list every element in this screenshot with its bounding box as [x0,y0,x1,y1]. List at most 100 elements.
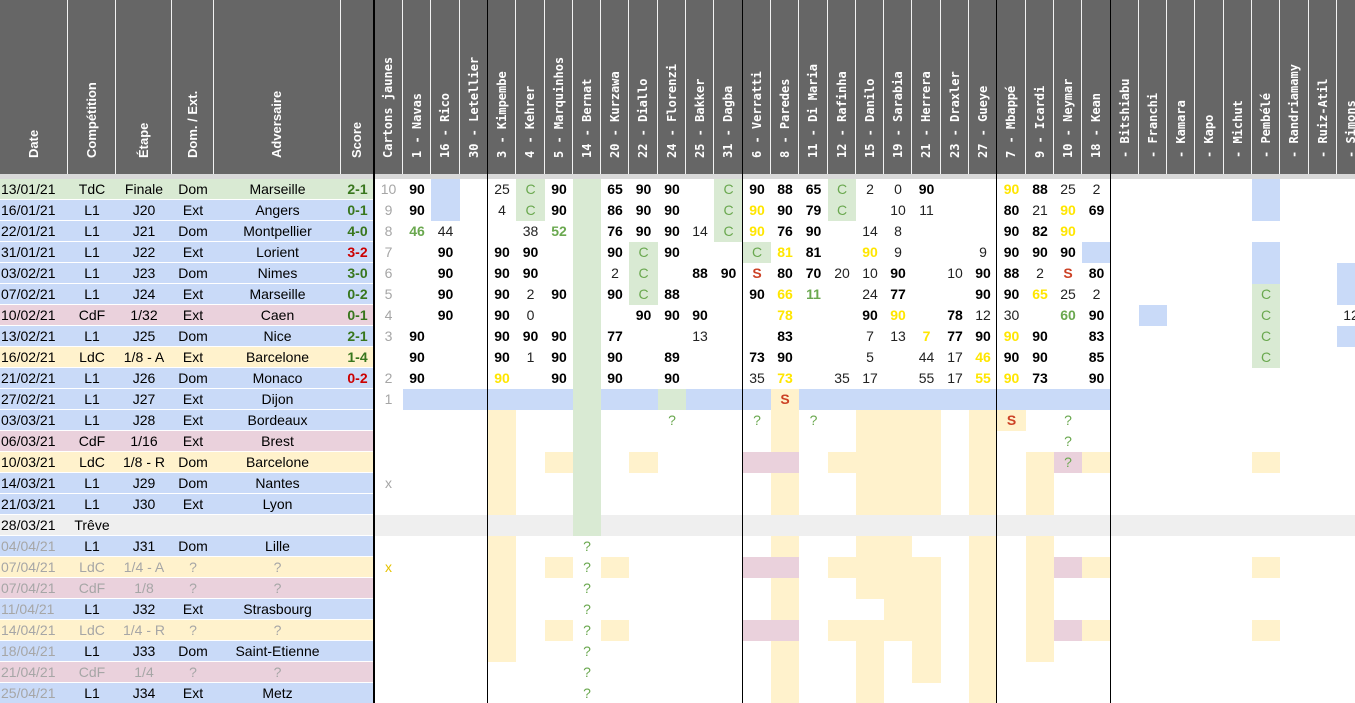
player-cell[interactable] [686,494,714,515]
player-cell[interactable] [997,431,1026,452]
player-cell[interactable] [488,494,516,515]
header-player[interactable]: 14 - Bernat [573,0,601,174]
player-cell[interactable]: 11 [912,200,941,221]
player-cell[interactable] [884,431,912,452]
header-player[interactable]: 6 - Verratti [743,0,771,174]
player-cell[interactable]: 90 [997,347,1026,368]
player-cell[interactable] [714,410,743,431]
player-cell[interactable] [516,452,545,473]
player-cell[interactable] [884,452,912,473]
player-cell[interactable] [941,578,969,599]
player-cell[interactable] [997,557,1026,578]
player-cell[interactable] [516,410,545,431]
player-cell[interactable] [1139,536,1167,557]
player-cell[interactable] [1309,368,1337,389]
player-cell[interactable] [460,200,488,221]
player-cell[interactable] [686,578,714,599]
player-cell[interactable] [573,431,601,452]
player-cell[interactable] [714,620,743,641]
header-player[interactable]: - Ruiz-Atil [1309,0,1337,174]
player-cell[interactable] [1337,284,1355,305]
player-cell[interactable]: C [714,221,743,242]
player-cell[interactable]: 90 [488,263,516,284]
player-cell[interactable] [1195,326,1224,347]
player-cell[interactable] [1026,515,1054,536]
player-cell[interactable]: 90 [969,263,997,284]
player-cell[interactable] [856,662,884,683]
player-cell[interactable] [1167,179,1195,200]
player-cell[interactable] [601,305,629,326]
player-cell[interactable] [856,389,884,410]
player-cell[interactable] [1054,515,1082,536]
player-cell[interactable]: 77 [884,284,912,305]
player-cell[interactable] [941,473,969,494]
player-cell[interactable] [969,515,997,536]
player-cell[interactable] [828,347,856,368]
player-cell[interactable] [1111,389,1139,410]
player-cell[interactable] [1224,515,1252,536]
player-cell[interactable]: 90 [997,179,1026,200]
player-cell[interactable] [1026,452,1054,473]
player-cell[interactable] [714,494,743,515]
player-cell[interactable]: 11 [799,284,828,305]
player-cell[interactable] [1167,326,1195,347]
header-stage[interactable]: Étape [116,0,172,174]
player-cell[interactable] [629,683,658,703]
player-cell[interactable] [573,284,601,305]
player-cell[interactable] [1195,494,1224,515]
player-cell[interactable] [1054,494,1082,515]
player-cell[interactable]: 86 [601,200,629,221]
header-player[interactable]: 22 - Diallo [629,0,658,174]
player-cell[interactable] [1082,242,1111,263]
player-cell[interactable] [1337,536,1355,557]
player-cell[interactable] [884,473,912,494]
player-cell[interactable]: ? [573,620,601,641]
player-cell[interactable] [1252,452,1280,473]
player-cell[interactable] [828,641,856,662]
player-cell[interactable] [431,641,460,662]
player-cell[interactable]: 89 [658,347,686,368]
header-player[interactable]: - Bitshiabu [1111,0,1139,174]
player-cell[interactable] [1082,410,1111,431]
player-cell[interactable] [686,557,714,578]
player-cell[interactable]: 90 [488,326,516,347]
player-cell[interactable]: 90 [658,200,686,221]
player-cell[interactable] [488,431,516,452]
player-cell[interactable] [1167,641,1195,662]
player-cell[interactable] [856,410,884,431]
player-cell[interactable] [488,578,516,599]
player-cell[interactable] [1111,536,1139,557]
player-cell[interactable] [1139,641,1167,662]
player-cell[interactable] [771,662,799,683]
player-cell[interactable] [1337,389,1355,410]
player-cell[interactable] [799,599,828,620]
player-cell[interactable] [488,536,516,557]
player-cell[interactable] [912,221,941,242]
player-cell[interactable] [997,641,1026,662]
player-cell[interactable] [1309,536,1337,557]
player-cell[interactable]: 0 [516,305,545,326]
header-player[interactable]: 25 - Bakker [686,0,714,174]
player-cell[interactable] [941,431,969,452]
player-cell[interactable] [686,389,714,410]
player-cell[interactable] [1111,326,1139,347]
player-cell[interactable] [460,368,488,389]
player-cell[interactable] [799,389,828,410]
player-cell[interactable] [573,305,601,326]
player-cell[interactable] [1139,620,1167,641]
player-cell[interactable] [545,515,573,536]
player-cell[interactable] [545,389,573,410]
player-cell[interactable] [1337,431,1355,452]
player-cell[interactable]: 77 [941,326,969,347]
player-cell[interactable] [573,389,601,410]
player-cell[interactable] [1337,242,1355,263]
player-cell[interactable] [1167,389,1195,410]
player-cell[interactable]: 90 [658,368,686,389]
player-cell[interactable]: ? [573,599,601,620]
player-cell[interactable] [460,578,488,599]
player-cell[interactable]: ? [573,683,601,703]
player-cell[interactable] [431,200,460,221]
player-cell[interactable]: 35 [828,368,856,389]
player-cell[interactable] [488,389,516,410]
player-cell[interactable] [545,641,573,662]
